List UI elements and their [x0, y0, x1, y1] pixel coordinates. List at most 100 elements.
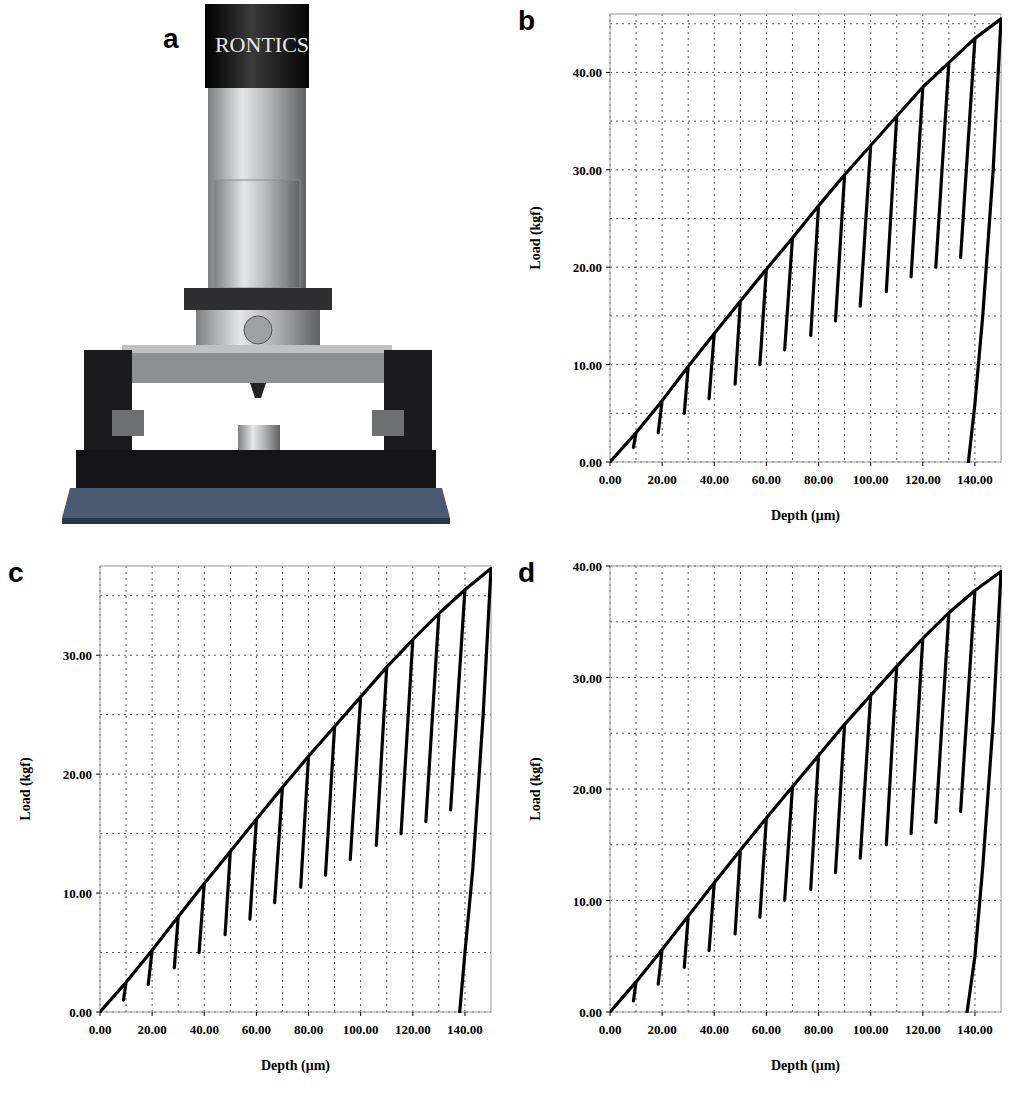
x-tick-label: 0.00: [599, 472, 622, 487]
grid: [610, 566, 1001, 1012]
panel-label: d: [518, 557, 535, 588]
grid-line: [412, 566, 413, 1012]
plot-frame: [610, 14, 1001, 462]
grid-line: [360, 566, 361, 1012]
minor-grid-line: [636, 14, 637, 462]
grid-line: [610, 364, 1001, 365]
knob: [244, 316, 272, 344]
x-axis-title: Depth (μm): [261, 1058, 330, 1074]
instrument-photo: [62, 4, 450, 524]
grid-line: [610, 900, 1001, 901]
tick-mark: [818, 1012, 819, 1016]
y-tick-label: 20.00: [573, 782, 602, 797]
grid-line: [662, 566, 663, 1012]
tick-mark: [96, 774, 100, 775]
tick-mark: [606, 364, 610, 365]
x-tick-label: 140.00: [447, 1022, 483, 1037]
tick-mark: [662, 462, 663, 466]
data-area: [100, 568, 491, 1012]
tick-mark: [96, 893, 100, 894]
y-tick-label: 0.00: [579, 1005, 602, 1020]
minor-grid-line: [610, 23, 1001, 24]
minor-grid-line: [896, 566, 897, 1012]
y-axis-title: Load (kgf): [528, 206, 544, 270]
tick-mark: [464, 1012, 465, 1016]
minor-grid-line: [230, 566, 231, 1012]
tick-mark: [96, 655, 100, 656]
minor-grid-line: [100, 952, 491, 953]
tick-mark: [606, 789, 610, 790]
rail: [76, 450, 436, 488]
tick-mark: [96, 1012, 100, 1013]
tick-mark: [922, 1012, 923, 1016]
minor-grid-line: [386, 566, 387, 1012]
minor-grid-line: [610, 844, 1001, 845]
grid-line: [870, 566, 871, 1012]
grid-line: [100, 893, 491, 894]
base: [62, 488, 450, 518]
grid-line: [766, 14, 767, 462]
background: [0, 0, 1015, 1098]
tick-mark: [606, 169, 610, 170]
base-edge: [62, 518, 450, 524]
minor-grid-line: [610, 413, 1001, 414]
tick-mark: [766, 462, 767, 466]
grid-line: [662, 14, 663, 462]
minor-grid-line: [740, 14, 741, 462]
tick-mark: [714, 462, 715, 466]
x-axis-title: Depth (μm): [771, 1058, 840, 1074]
x-tick-label: 0.00: [89, 1022, 112, 1037]
grid-line: [100, 655, 491, 656]
minor-grid-line: [178, 566, 179, 1012]
y-tick-label: 30.00: [63, 648, 92, 663]
grid-line: [610, 267, 1001, 268]
x-tick-label: 40.00: [190, 1022, 219, 1037]
y-tick-label: 40.00: [573, 559, 602, 574]
x-axis-title: Depth (μm): [771, 508, 840, 524]
load-depth-curve: [610, 19, 1001, 462]
tick-mark: [412, 1012, 413, 1016]
column-lower: [214, 180, 300, 288]
tick-mark: [606, 677, 610, 678]
brand: RONTICS: [215, 32, 309, 57]
minor-grid-line: [610, 315, 1001, 316]
clamp-right: [372, 410, 404, 436]
minor-grid-line: [334, 566, 335, 1012]
tick-mark: [606, 1012, 610, 1013]
collar: [184, 288, 332, 310]
minor-grid-line: [688, 14, 689, 462]
crossbar-top: [122, 345, 392, 353]
tick-mark: [256, 1012, 257, 1016]
tick-mark: [606, 72, 610, 73]
figure: aRONTICSb0.0020.0040.0060.0080.00100.001…: [0, 0, 1015, 1098]
x-tick-label: 100.00: [853, 1022, 889, 1037]
grid-line: [818, 566, 819, 1012]
x-tick-label: 0.00: [599, 1022, 622, 1037]
minor-grid-line: [100, 833, 491, 834]
y-tick-label: 30.00: [573, 671, 602, 686]
y-tick-label: 0.00: [69, 1005, 92, 1020]
y-tick-label: 0.00: [579, 455, 602, 470]
x-tick-label: 120.00: [905, 472, 941, 487]
y-tick-label: 10.00: [573, 894, 602, 909]
grid: [610, 14, 1001, 462]
head: [196, 310, 320, 350]
tick-mark: [360, 1012, 361, 1016]
minor-grid-line: [896, 14, 897, 462]
grid: [100, 566, 491, 1012]
grid-line: [610, 789, 1001, 790]
tick-mark: [714, 1012, 715, 1016]
plot-frame: [100, 566, 491, 1012]
grid-line: [204, 566, 205, 1012]
x-tick-label: 100.00: [853, 472, 889, 487]
tick-mark: [308, 1012, 309, 1016]
x-tick-label: 20.00: [648, 472, 677, 487]
tick-mark: [662, 1012, 663, 1016]
x-tick-label: 20.00: [648, 1022, 677, 1037]
x-tick-label: 140.00: [957, 472, 993, 487]
minor-grid-line: [126, 566, 127, 1012]
x-tick-label: 100.00: [343, 1022, 379, 1037]
x-tick-label: 120.00: [395, 1022, 431, 1037]
grid-line: [714, 14, 715, 462]
minor-grid-line: [610, 121, 1001, 122]
